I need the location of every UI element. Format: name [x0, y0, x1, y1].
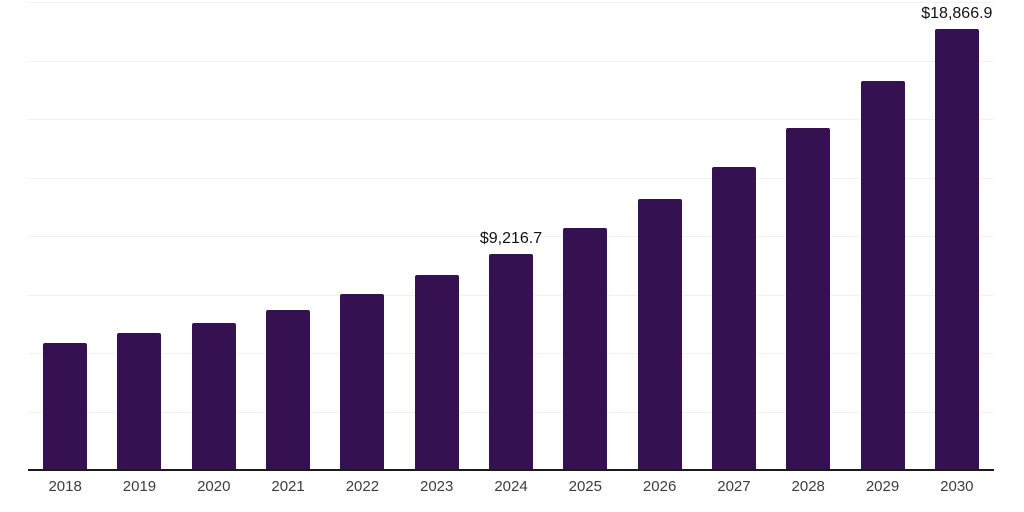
x-tick-2020: 2020 — [197, 478, 231, 495]
plot-area: $9,216.7 $18,866.9 — [28, 2, 994, 471]
bar-2022 — [340, 293, 385, 470]
x-tick-2027: 2027 — [717, 478, 751, 495]
value-label-2024: $9,216.7 — [479, 230, 543, 248]
x-tick-2023: 2023 — [420, 478, 454, 495]
bar-2027 — [711, 166, 756, 470]
bar-2026 — [637, 199, 682, 470]
bar-2029 — [860, 81, 905, 470]
gridline-15000 — [28, 119, 994, 120]
x-tick-2029: 2029 — [865, 478, 900, 495]
bar-2020 — [191, 322, 236, 470]
x-tick-2022: 2022 — [345, 478, 380, 495]
bar-2025 — [563, 228, 608, 470]
bar-2030 — [934, 28, 979, 470]
x-tick-2025: 2025 — [568, 478, 602, 495]
gridline-12500 — [28, 177, 994, 179]
bar-2024 — [489, 254, 533, 470]
gridline-20000 — [28, 2, 994, 3]
bar-2021 — [266, 309, 311, 470]
x-tick-2018: 2018 — [48, 478, 82, 495]
bar-2028 — [786, 128, 831, 470]
bar-2018 — [43, 342, 88, 470]
x-tick-2024: 2024 — [494, 478, 528, 495]
x-axis-line — [28, 469, 994, 471]
gridline-17500 — [28, 60, 994, 62]
x-tick-2021: 2021 — [271, 478, 305, 495]
x-tick-2019: 2019 — [122, 478, 157, 495]
bar-2019 — [117, 333, 162, 470]
x-tick-2030: 2030 — [940, 478, 974, 495]
bar-2023 — [414, 274, 459, 470]
gridline-10000 — [28, 236, 994, 237]
value-label-2030: $18,866.9 — [921, 4, 993, 22]
x-tick-2026: 2026 — [642, 478, 677, 495]
x-tick-2028: 2028 — [791, 478, 825, 495]
